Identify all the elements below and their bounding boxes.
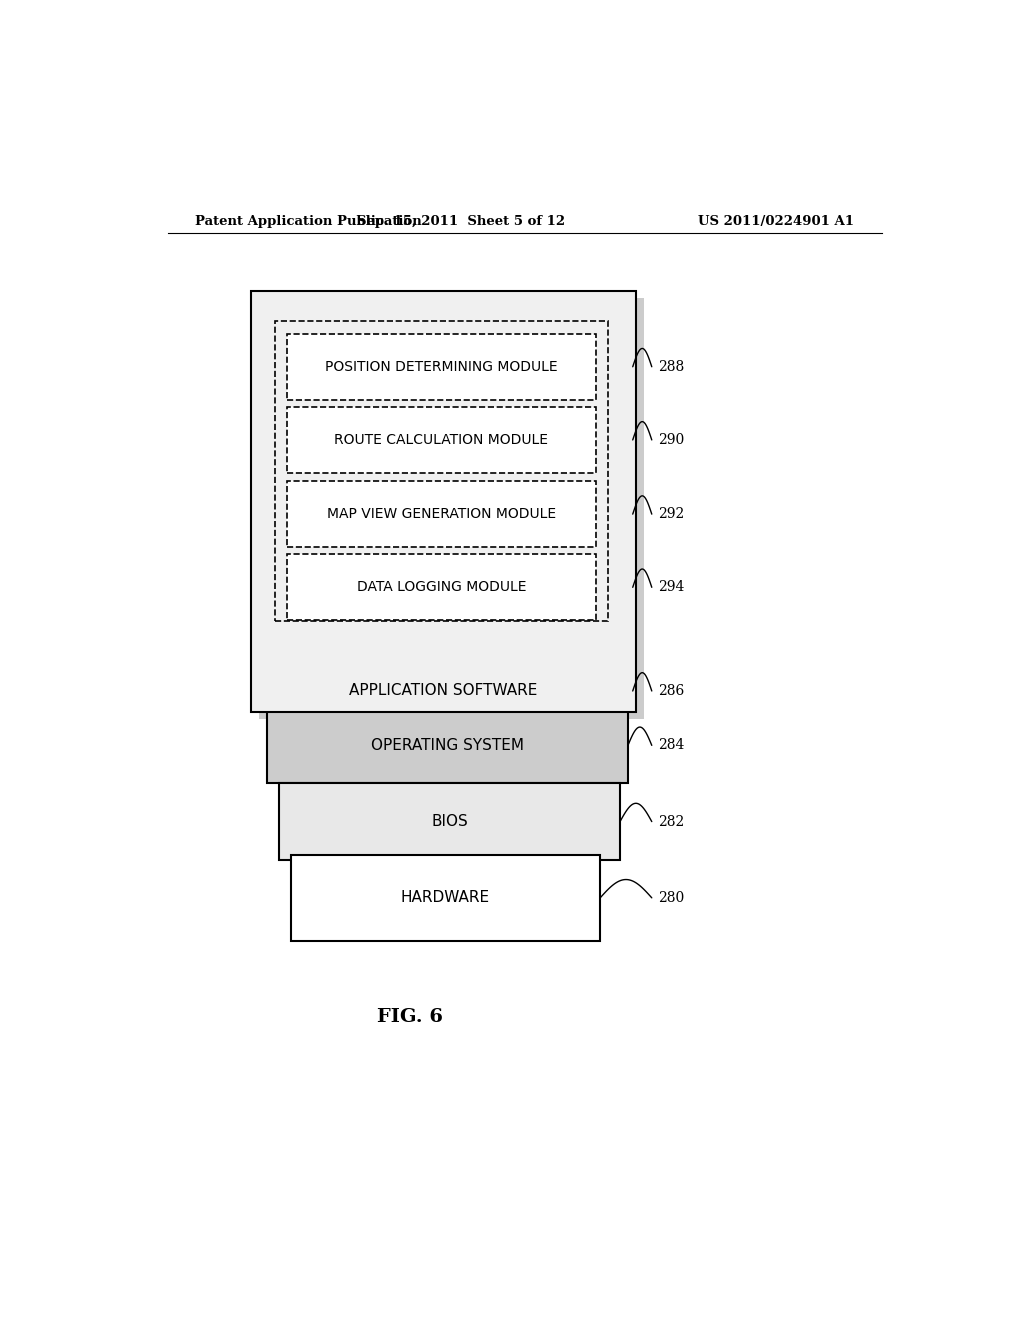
Text: FIG. 6: FIG. 6 [377,1008,442,1026]
Text: BIOS: BIOS [431,814,468,829]
Text: 280: 280 [658,891,684,904]
Bar [279,784,620,859]
Text: Sep. 15, 2011  Sheet 5 of 12: Sep. 15, 2011 Sheet 5 of 12 [357,215,565,228]
Text: 284: 284 [658,738,684,752]
Bar [267,708,628,784]
Bar [287,407,596,473]
Text: OPERATING SYSTEM: OPERATING SYSTEM [371,738,524,752]
Bar [287,480,596,548]
Text: 288: 288 [658,360,684,374]
Bar [287,554,596,620]
Text: APPLICATION SOFTWARE: APPLICATION SOFTWARE [349,684,538,698]
Bar [259,297,644,719]
Text: MAP VIEW GENERATION MODULE: MAP VIEW GENERATION MODULE [327,507,556,521]
Text: 282: 282 [658,814,684,829]
Text: 286: 286 [658,684,684,698]
Text: DATA LOGGING MODULE: DATA LOGGING MODULE [356,581,526,594]
Text: HARDWARE: HARDWARE [400,890,490,906]
Text: ROUTE CALCULATION MODULE: ROUTE CALCULATION MODULE [335,433,549,447]
Text: 292: 292 [658,507,684,521]
Text: US 2011/0224901 A1: US 2011/0224901 A1 [698,215,854,228]
Text: 294: 294 [658,581,684,594]
Text: Patent Application Publication: Patent Application Publication [196,215,422,228]
Bar [291,854,600,941]
Text: 290: 290 [658,433,684,447]
Text: POSITION DETERMINING MODULE: POSITION DETERMINING MODULE [326,360,558,374]
Bar [251,290,636,713]
Bar [287,334,596,400]
Bar [274,321,608,620]
